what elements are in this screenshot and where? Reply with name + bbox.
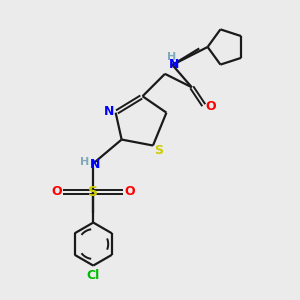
Text: N: N — [169, 58, 179, 71]
Text: O: O — [205, 100, 216, 113]
Text: O: O — [52, 185, 62, 198]
Text: N: N — [104, 105, 114, 118]
Text: Cl: Cl — [87, 268, 100, 282]
Text: H: H — [167, 52, 176, 61]
Text: O: O — [124, 185, 135, 198]
Text: S: S — [88, 185, 98, 199]
Text: H: H — [80, 157, 89, 167]
Text: N: N — [90, 158, 100, 171]
Text: S: S — [154, 144, 164, 158]
